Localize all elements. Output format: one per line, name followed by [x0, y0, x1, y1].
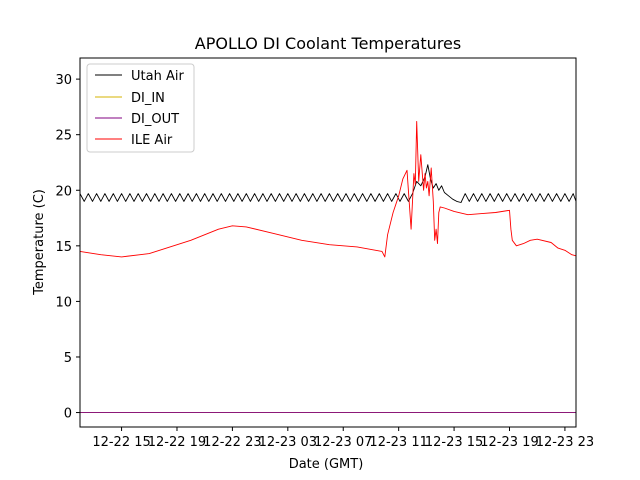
series-line-ile-air: [79, 120, 577, 258]
y-tick-label: 0: [64, 407, 72, 422]
y-tick-label: 30: [55, 73, 72, 88]
x-tick-label: 12-23 23: [536, 435, 594, 450]
legend-label-di-in: DI_IN: [131, 91, 165, 106]
series-layer: [79, 120, 577, 414]
x-tick-label: 12-22 19: [148, 435, 206, 450]
legend-label-utah-air: Utah Air: [131, 69, 184, 84]
y-tick-label: 20: [55, 184, 72, 199]
chart-title: APOLLO DI Coolant Temperatures: [195, 34, 461, 53]
plot-area-frame: [79, 57, 577, 428]
x-tick-label: 12-23 03: [259, 435, 317, 450]
x-tick-label: 12-22 15: [92, 435, 150, 450]
y-tick-label: 25: [55, 129, 72, 144]
x-tick-label: 12-23 15: [425, 435, 483, 450]
x-tick-label: 12-23 11: [369, 435, 427, 450]
x-tick-label: 12-23 19: [480, 435, 538, 450]
x-axis-label: Date (GMT): [289, 457, 364, 472]
legend-label-ile-air: ILE Air: [131, 133, 173, 148]
series-line-utah-air: [79, 164, 577, 203]
y-tick-label: 15: [55, 240, 72, 255]
legend-label-di-out: DI_OUT: [131, 112, 179, 127]
y-tick-label: 10: [55, 295, 72, 310]
legend-box: [86, 63, 195, 153]
x-tick-label: 12-23 07: [314, 435, 372, 450]
legend: Utah Air DI_IN DI_OUT ILE Air: [86, 63, 195, 153]
y-tick-label: 5: [64, 351, 72, 366]
y-axis-label: Temperature (C): [32, 189, 47, 296]
x-tick-label: 12-22 23: [203, 435, 261, 450]
